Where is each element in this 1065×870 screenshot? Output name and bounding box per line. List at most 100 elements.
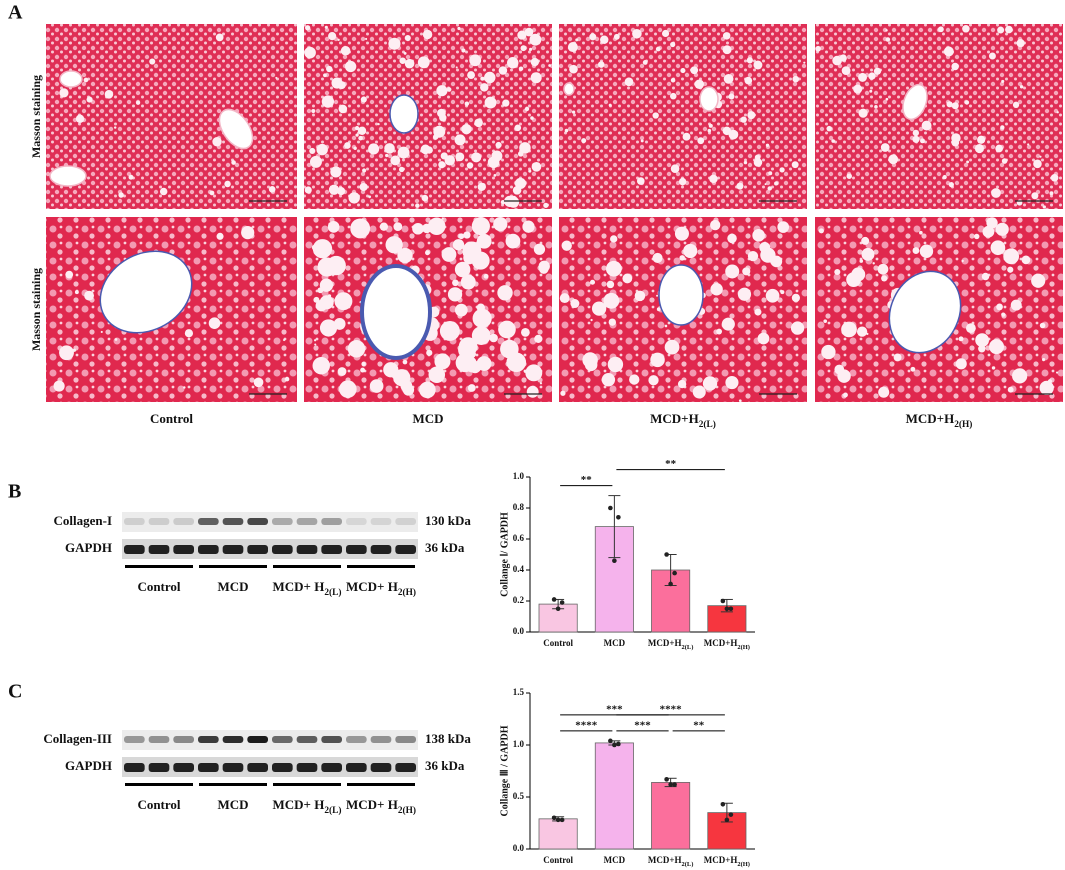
fat-droplet — [149, 58, 156, 65]
fat-droplet — [422, 223, 432, 234]
fat-droplet — [437, 108, 446, 118]
blot-band — [148, 545, 170, 554]
blot-group-label-part: MCD+ H — [346, 797, 398, 812]
fat-droplet — [324, 25, 328, 29]
fat-droplet — [455, 152, 465, 162]
fat-droplet — [1056, 111, 1059, 114]
fat-droplet — [989, 339, 1005, 355]
fat-droplet — [457, 26, 461, 31]
blot-strip — [122, 512, 418, 532]
fat-droplet — [866, 253, 871, 259]
fat-droplet — [313, 339, 317, 342]
fat-droplet — [753, 60, 763, 70]
fat-droplet — [312, 356, 330, 375]
y-axis-label: Collange Ⅰ/ GAPDH — [499, 512, 510, 597]
fat-droplet — [843, 392, 848, 398]
vessel — [218, 108, 254, 150]
blot-group-label: MCD+ H2(H) — [346, 579, 416, 598]
fat-droplet — [268, 186, 276, 193]
fat-droplet — [747, 250, 759, 262]
fat-droplet — [312, 239, 333, 259]
fat-droplet — [528, 169, 532, 173]
bar — [651, 782, 691, 850]
group-bar — [347, 783, 415, 786]
blot-band — [296, 518, 318, 525]
blot-band — [296, 736, 318, 743]
fat-droplet — [384, 143, 395, 154]
fat-droplet — [493, 173, 497, 177]
fat-droplet — [567, 42, 578, 53]
blot-band — [148, 736, 170, 743]
fat-droplet — [996, 303, 1003, 311]
fat-droplet — [991, 188, 1001, 198]
fat-droplet — [650, 352, 665, 368]
fat-droplet — [910, 366, 916, 372]
fat-droplet — [357, 126, 367, 136]
fat-droplet — [856, 326, 868, 337]
fat-droplet — [738, 399, 742, 402]
fat-droplet — [1042, 358, 1046, 362]
fat-droplet — [360, 367, 366, 373]
fat-droplet — [135, 100, 141, 105]
fat-droplet — [655, 46, 661, 52]
data-point — [559, 817, 565, 823]
fat-droplet — [455, 66, 458, 69]
fat-droplet — [446, 87, 452, 92]
fat-droplet — [754, 308, 762, 316]
fat-droplet — [757, 332, 770, 345]
fat-droplet — [608, 103, 612, 107]
x-tick-label: MCD+H2(H) — [704, 638, 750, 651]
fat-droplet — [858, 108, 868, 118]
fat-droplet — [600, 35, 609, 44]
fat-droplet — [919, 244, 934, 258]
fat-droplet — [995, 144, 1003, 153]
fat-droplet — [1010, 299, 1022, 311]
fat-droplet — [559, 293, 570, 304]
fat-droplet — [391, 372, 398, 379]
fat-droplet — [912, 135, 920, 143]
fat-droplet — [538, 260, 550, 272]
fat-droplet — [974, 143, 985, 154]
fat-droplet — [216, 232, 224, 240]
fat-droplet — [920, 138, 925, 144]
fat-droplet — [489, 333, 498, 343]
fat-droplet — [861, 236, 870, 245]
fat-droplet — [113, 126, 117, 129]
blot-group-label: Control — [137, 579, 180, 594]
fat-droplet — [666, 343, 673, 350]
fat-droplet — [677, 379, 687, 389]
data-point — [720, 801, 726, 807]
fat-droplet — [441, 217, 444, 220]
fat-droplet — [215, 33, 224, 42]
y-tick-label: 0.0 — [513, 626, 525, 636]
fat-droplet — [740, 116, 747, 123]
blot-group-label-part: 2(L) — [324, 805, 341, 816]
fat-droplet — [656, 294, 659, 297]
x-tick-label: MCD — [604, 855, 626, 865]
histology-image — [815, 24, 1063, 209]
fat-droplet — [388, 37, 401, 50]
group-bar — [273, 565, 341, 568]
fat-droplet — [1033, 159, 1042, 169]
fat-droplet — [790, 321, 805, 335]
fat-droplet — [472, 308, 492, 328]
fat-droplet — [760, 247, 776, 263]
fat-droplet — [118, 192, 124, 198]
blot-band — [395, 518, 416, 525]
significance-label: ** — [581, 474, 593, 486]
column-label-part: MCD+H — [650, 411, 699, 426]
fat-droplet — [571, 110, 576, 114]
fat-droplet — [841, 321, 857, 338]
fat-droplet — [417, 56, 430, 69]
significance-label: *** — [634, 719, 651, 731]
fat-droplet — [683, 243, 698, 259]
blot-band — [173, 545, 194, 554]
y-tick-label: 1.5 — [513, 687, 525, 697]
fat-droplet — [1031, 192, 1039, 200]
blot-group-label-part: MCD+ H — [346, 579, 398, 594]
bar — [594, 742, 634, 850]
x-tick-label: MCD+H2(H) — [704, 855, 750, 868]
data-point — [724, 606, 730, 612]
fat-droplet — [404, 34, 411, 42]
fat-droplet — [965, 323, 976, 334]
